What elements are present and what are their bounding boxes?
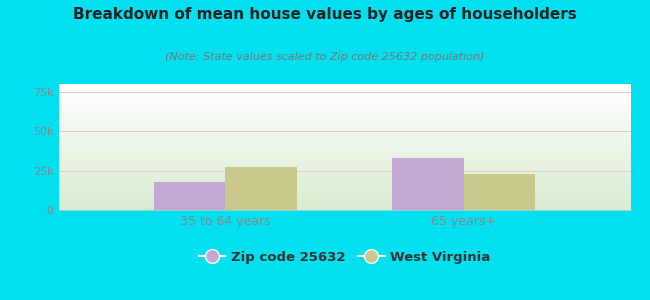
Bar xyxy=(392,158,463,210)
Text: (Note: State values scaled to Zip code 25632 population): (Note: State values scaled to Zip code 2… xyxy=(165,52,485,62)
Bar xyxy=(154,182,226,210)
Bar xyxy=(226,167,297,210)
Text: Breakdown of mean house values by ages of householders: Breakdown of mean house values by ages o… xyxy=(73,8,577,22)
Legend: Zip code 25632, West Virginia: Zip code 25632, West Virginia xyxy=(194,245,495,269)
Bar xyxy=(463,174,535,210)
